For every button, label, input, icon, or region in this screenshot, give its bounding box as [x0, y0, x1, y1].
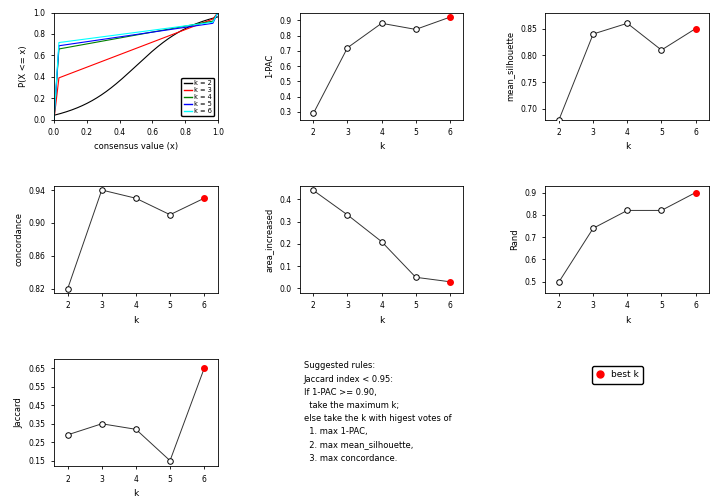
X-axis label: consensus value (x): consensus value (x)	[94, 143, 178, 152]
X-axis label: k: k	[133, 316, 138, 325]
X-axis label: k: k	[379, 316, 384, 325]
Y-axis label: mean_silhouette: mean_silhouette	[505, 31, 515, 101]
X-axis label: k: k	[625, 316, 630, 325]
Y-axis label: Rand: Rand	[510, 229, 519, 250]
Y-axis label: Jaccard: Jaccard	[14, 397, 23, 428]
X-axis label: k: k	[625, 143, 630, 152]
Legend: k = 2, k = 3, k = 4, k = 5, k = 6: k = 2, k = 3, k = 4, k = 5, k = 6	[181, 78, 215, 116]
Text: Suggested rules:
Jaccard index < 0.95:
If 1-PAC >= 0.90,
  take the maximum k;
e: Suggested rules: Jaccard index < 0.95: I…	[304, 361, 451, 463]
Y-axis label: P(X <= x): P(X <= x)	[19, 45, 28, 87]
Y-axis label: 1-PAC: 1-PAC	[265, 54, 274, 78]
X-axis label: k: k	[379, 143, 384, 152]
Legend: best k: best k	[592, 366, 643, 384]
X-axis label: k: k	[133, 489, 138, 498]
Y-axis label: concordance: concordance	[14, 212, 23, 267]
Y-axis label: area_increased: area_increased	[265, 207, 274, 272]
